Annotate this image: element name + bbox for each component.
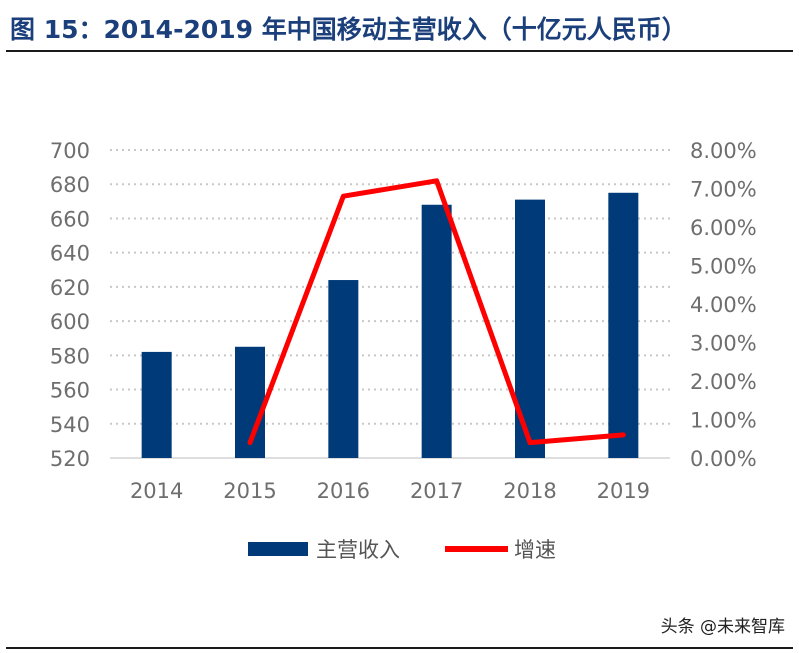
right-axis-ticks: 0.00% 1.00% 2.00% 3.00% 4.00% 5.00% 6.00% 7.00%… — [690, 139, 757, 471]
left-tick-label: 520 — [50, 447, 90, 471]
left-tick-label: 580 — [50, 344, 90, 368]
left-tick-label: 700 — [50, 139, 90, 163]
revenue-bar — [608, 192, 639, 458]
revenue-bar — [421, 204, 452, 458]
revenue-bars — [141, 192, 639, 458]
legend-label-revenue: 主营收入 — [316, 538, 400, 562]
left-tick-label: 640 — [50, 242, 90, 266]
x-tick-label: 2016 — [317, 479, 370, 503]
left-tick-label: 600 — [50, 310, 90, 334]
x-tick-label: 2014 — [130, 479, 183, 503]
right-tick-label: 2.00% — [690, 370, 757, 394]
legend-label-growth: 增速 — [514, 538, 556, 562]
figure-title: 图 15：2014-2019 年中国移动主营收入（十亿元人民币） — [10, 15, 687, 44]
growth-line — [247, 178, 626, 446]
right-tick-label: 1.00% — [690, 409, 757, 433]
left-tick-label: 660 — [50, 207, 90, 231]
left-tick-label: 620 — [50, 276, 90, 300]
legend: 主营收入 增速 — [248, 538, 556, 562]
left-axis-ticks: 520 540 560 580 600 620 640 660 680 700 — [50, 139, 90, 471]
right-tick-label: 5.00% — [690, 255, 757, 279]
right-tick-label: 3.00% — [690, 332, 757, 356]
right-tick-label: 8.00% — [690, 139, 757, 163]
revenue-bar — [141, 351, 172, 458]
left-tick-label: 560 — [50, 379, 90, 403]
x-tick-label: 2019 — [597, 479, 650, 503]
watermark: 头条 @未来智库 — [660, 617, 785, 637]
title-divider — [6, 50, 793, 52]
left-tick-label: 540 — [50, 413, 90, 437]
x-tick-label: 2015 — [223, 479, 276, 503]
right-tick-label: 4.00% — [690, 293, 757, 317]
revenue-bar — [328, 280, 359, 458]
right-tick-label: 0.00% — [690, 447, 757, 471]
right-tick-label: 6.00% — [690, 216, 757, 240]
left-tick-label: 680 — [50, 173, 90, 197]
x-tick-label: 2017 — [410, 479, 463, 503]
x-tick-label: 2018 — [503, 479, 556, 503]
x-axis-ticks: 2014 2015 2016 2017 2018 2019 — [130, 479, 650, 503]
legend-swatch-revenue — [248, 542, 308, 556]
grid-lines — [110, 149, 670, 459]
bottom-divider — [6, 647, 793, 649]
right-tick-label: 7.00% — [690, 178, 757, 202]
